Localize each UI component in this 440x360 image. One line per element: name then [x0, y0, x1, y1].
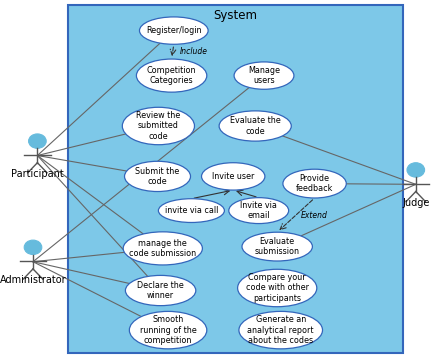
Text: Include: Include [180, 47, 207, 56]
Text: Evaluate
submission: Evaluate submission [255, 237, 300, 256]
Ellipse shape [283, 169, 346, 198]
Text: Register/login: Register/login [146, 26, 202, 35]
Text: Invite user: Invite user [212, 172, 254, 181]
Text: Administrator: Administrator [0, 275, 66, 285]
Ellipse shape [219, 111, 291, 141]
Text: Provide
feedback: Provide feedback [296, 174, 333, 193]
Text: manage the
code submission: manage the code submission [129, 239, 196, 258]
Text: Extend: Extend [300, 211, 327, 220]
Ellipse shape [136, 59, 207, 92]
Ellipse shape [234, 62, 294, 89]
Ellipse shape [122, 107, 194, 145]
Text: Smooth
running of the
competition: Smooth running of the competition [140, 315, 196, 345]
Ellipse shape [139, 17, 208, 44]
Text: Invite via
email: Invite via email [240, 201, 277, 220]
Ellipse shape [202, 163, 265, 190]
Text: Generate an
analytical report
about the codes: Generate an analytical report about the … [247, 315, 314, 345]
Ellipse shape [123, 232, 202, 265]
Ellipse shape [125, 275, 196, 306]
Circle shape [29, 134, 46, 148]
Ellipse shape [229, 198, 289, 224]
Circle shape [407, 163, 425, 177]
Ellipse shape [242, 232, 312, 261]
Text: Judge: Judge [402, 198, 429, 208]
Circle shape [24, 240, 42, 255]
Ellipse shape [129, 311, 207, 349]
Text: Review the
submitted
code: Review the submitted code [136, 111, 180, 141]
Text: Participant: Participant [11, 169, 64, 179]
Text: Compare your
code with other
participants: Compare your code with other participant… [246, 273, 309, 303]
Text: Competition
Categories: Competition Categories [147, 66, 196, 85]
Text: Evaluate the
code: Evaluate the code [230, 116, 281, 136]
Ellipse shape [158, 199, 224, 222]
FancyBboxPatch shape [68, 5, 403, 353]
Ellipse shape [239, 311, 323, 349]
Ellipse shape [238, 269, 317, 307]
Text: System: System [213, 9, 257, 22]
Text: Declare the
winner: Declare the winner [137, 281, 184, 300]
Text: invite via call: invite via call [165, 206, 218, 215]
Ellipse shape [125, 161, 191, 192]
Text: Submit the
code: Submit the code [136, 167, 180, 186]
Text: Manage
users: Manage users [248, 66, 280, 85]
